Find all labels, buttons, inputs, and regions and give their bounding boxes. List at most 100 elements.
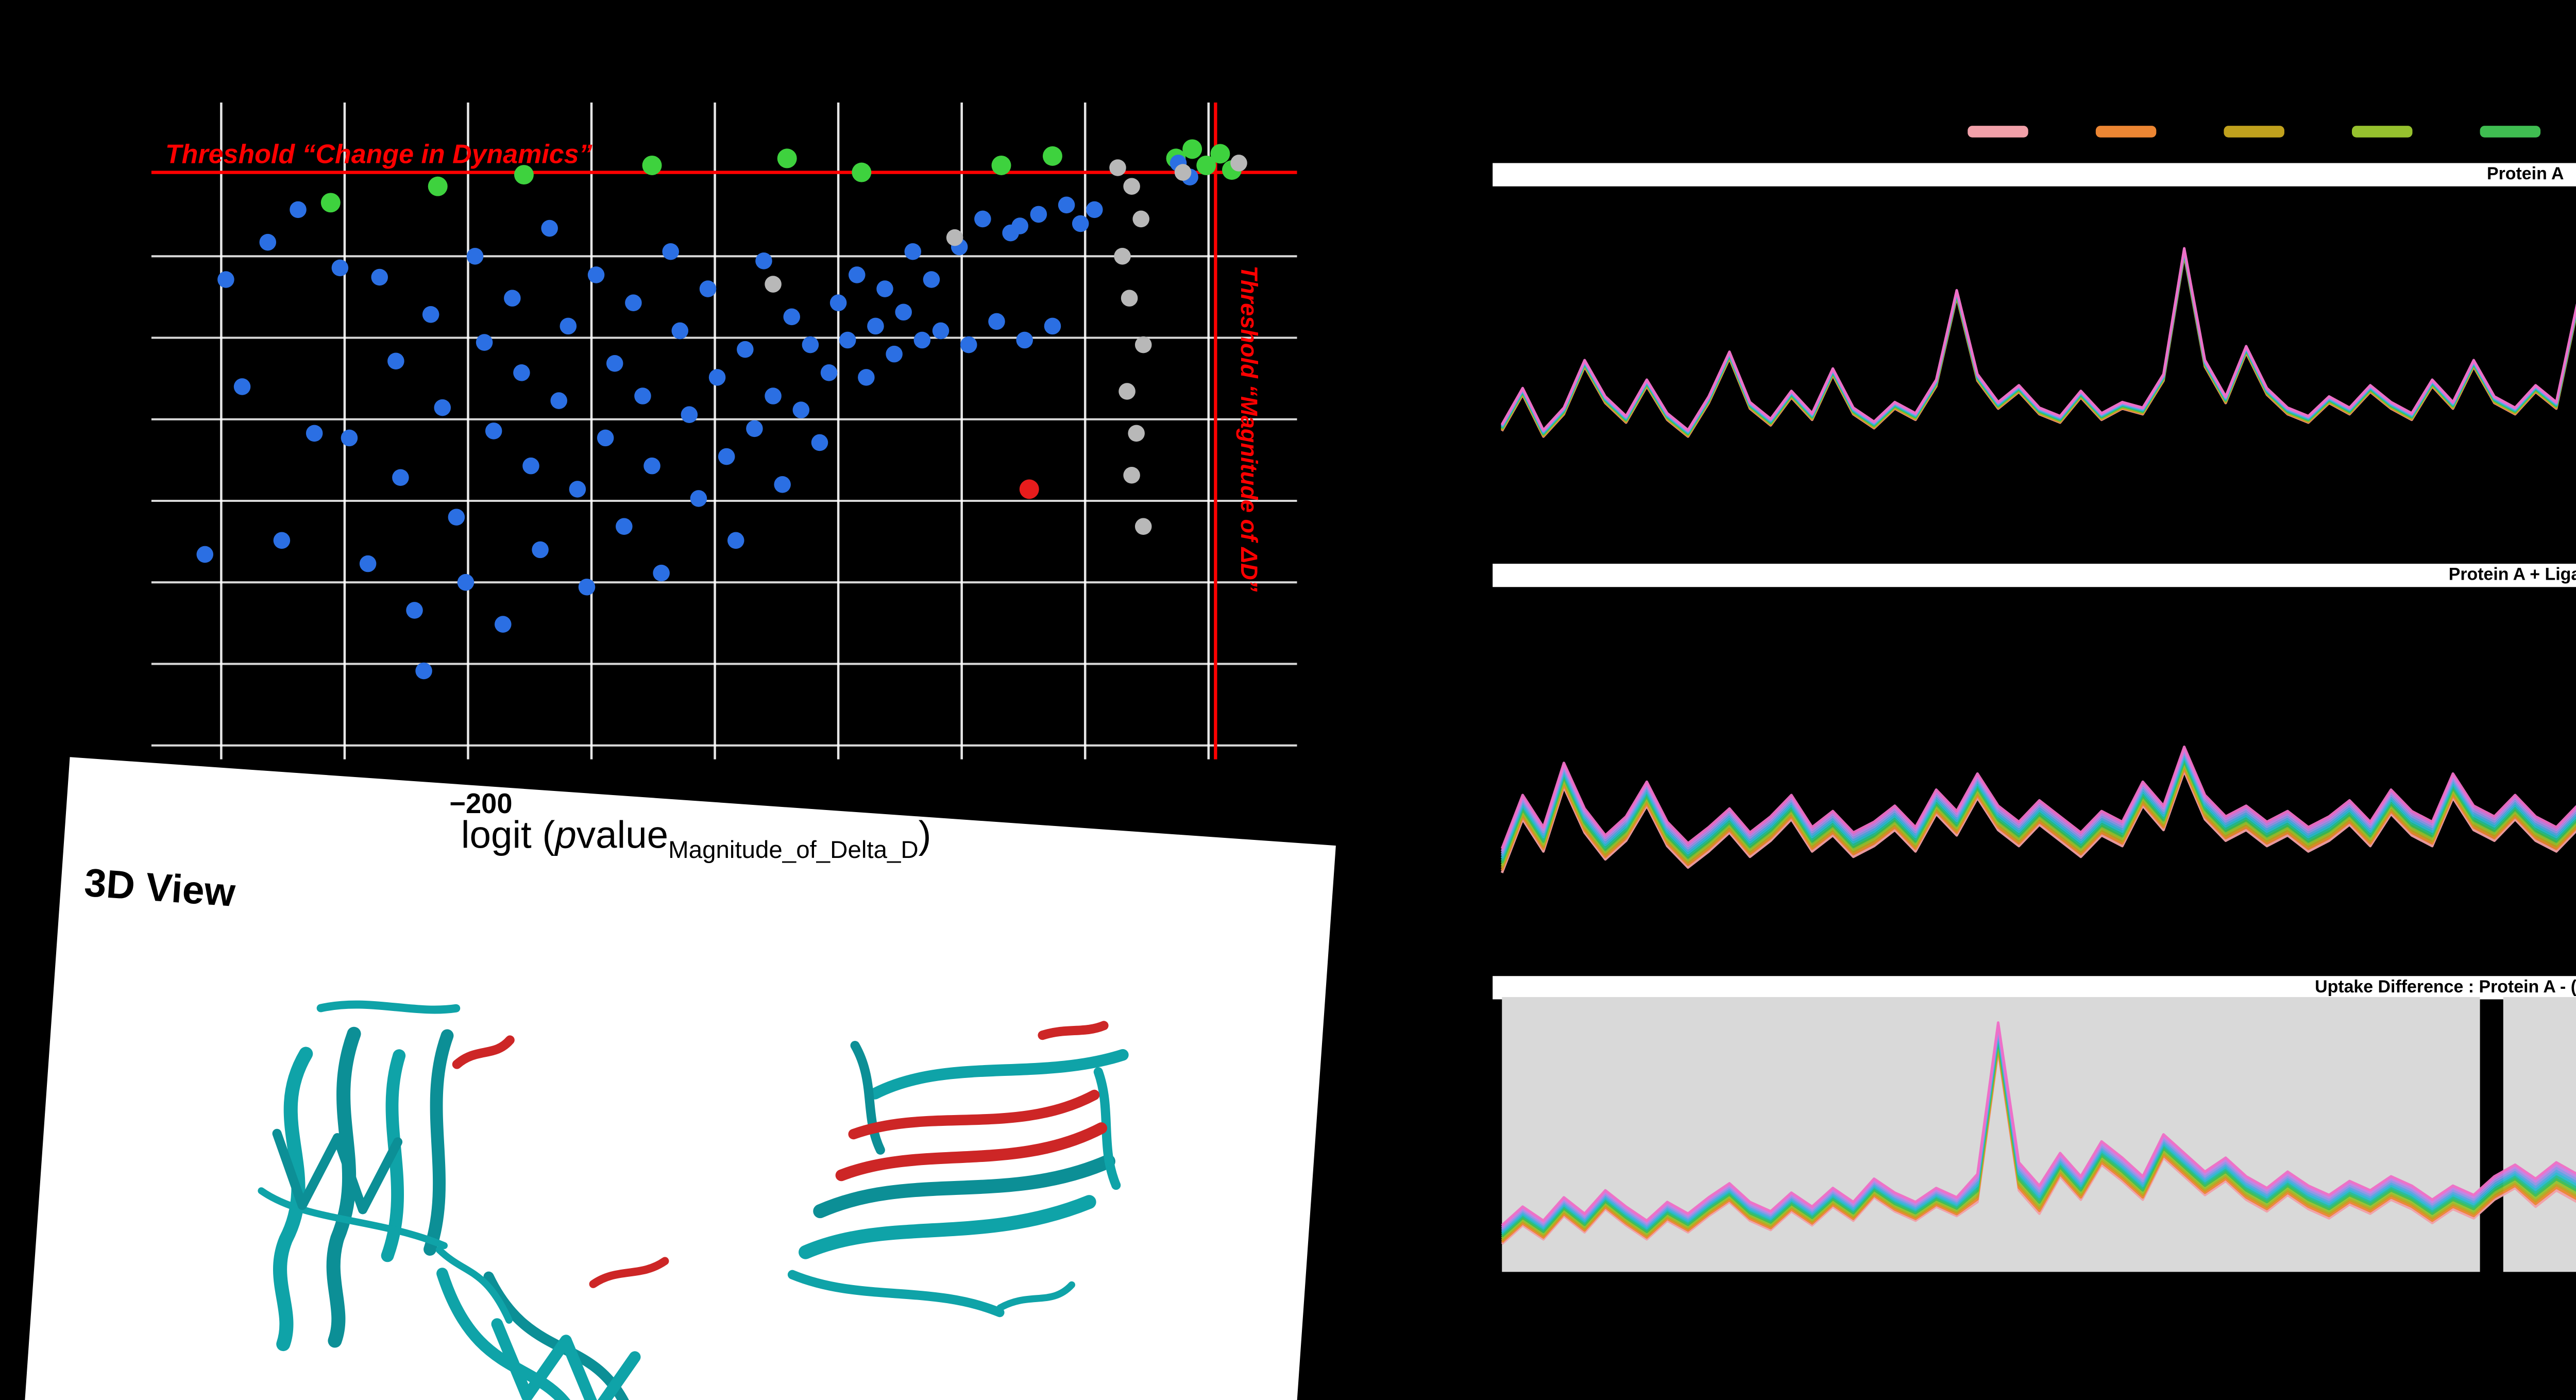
scatter-point-not-significant[interactable] <box>681 406 698 423</box>
scatter-point-below-magnitude-threshold[interactable] <box>1123 466 1140 484</box>
scatter-point-not-significant[interactable] <box>341 429 358 447</box>
scatter-point-not-significant[interactable] <box>783 308 801 326</box>
scatter-point-not-significant[interactable] <box>829 294 847 311</box>
trace-line-8[interactable] <box>1500 679 2576 854</box>
scatter-point-below-magnitude-threshold[interactable] <box>1132 210 1149 228</box>
scatter-point-not-significant[interactable] <box>662 243 679 260</box>
scatter-point-not-significant[interactable] <box>495 616 512 633</box>
scatter-point-not-significant[interactable] <box>422 306 439 323</box>
trace-line-2[interactable] <box>1501 1043 2576 1252</box>
scatter-point-not-significant[interactable] <box>457 574 474 591</box>
scatter-point-not-significant[interactable] <box>485 423 502 440</box>
scatter-point-not-significant[interactable] <box>466 248 484 265</box>
trace-line-7[interactable] <box>1500 684 2576 856</box>
scatter-point-not-significant[interactable] <box>718 448 735 465</box>
scatter-point-not-significant[interactable] <box>597 429 614 447</box>
scatter-point-not-significant[interactable] <box>867 317 884 335</box>
scatter-point-not-significant[interactable] <box>737 341 754 358</box>
trace-line-4[interactable] <box>1500 700 2576 864</box>
scatter-point-not-significant[interactable] <box>792 401 810 418</box>
scatter-point-not-significant[interactable] <box>746 420 763 437</box>
trace-line-8[interactable] <box>1501 1026 2576 1245</box>
scatter-point-not-significant[interactable] <box>849 266 866 283</box>
scatter-point-not-significant[interactable] <box>765 387 782 404</box>
legend-dash-4[interactable] <box>2480 126 2541 137</box>
scatter-point-below-magnitude-threshold[interactable] <box>1109 159 1126 176</box>
scatter-point-not-significant[interactable] <box>690 490 707 507</box>
scatter-point-significant-change-in-dynamics[interactable] <box>991 155 1011 175</box>
scatter-point-not-significant[interactable] <box>974 210 991 228</box>
scatter-point-not-significant[interactable] <box>923 271 940 288</box>
legend-dash-2[interactable] <box>2224 126 2284 137</box>
trace-line-10[interactable] <box>1501 247 2576 432</box>
scatter-point-not-significant[interactable] <box>522 457 539 475</box>
panel-3d-view[interactable]: 3D View <box>18 757 1336 1400</box>
scatter-point-not-significant[interactable] <box>233 378 251 395</box>
scatter-point-not-significant[interactable] <box>560 317 577 335</box>
scatter-point-not-significant[interactable] <box>306 425 323 442</box>
scatter-point-not-significant[interactable] <box>904 243 922 260</box>
scatter-point-not-significant[interactable] <box>802 336 819 353</box>
scatter-point-not-significant[interactable] <box>671 322 689 340</box>
trace-line-5[interactable] <box>1501 1035 2576 1249</box>
scatter-point-not-significant[interactable] <box>913 331 931 349</box>
scatter-point-not-significant[interactable] <box>1044 317 1061 335</box>
scatter-point-not-significant[interactable] <box>774 476 791 493</box>
volcano-scatter-points[interactable] <box>196 139 1247 680</box>
scatter-point-significant-single[interactable] <box>1019 479 1039 499</box>
scatter-point-not-significant[interactable] <box>616 518 633 535</box>
scatter-point-not-significant[interactable] <box>755 252 772 269</box>
scatter-point-not-significant[interactable] <box>1058 196 1075 214</box>
scatter-point-not-significant[interactable] <box>1030 206 1047 223</box>
scatter-point-significant-change-in-dynamics[interactable] <box>1042 146 1062 166</box>
scatter-point-below-magnitude-threshold[interactable] <box>1230 155 1247 172</box>
scatter-point-not-significant[interactable] <box>569 481 586 498</box>
scatter-point-below-magnitude-threshold[interactable] <box>1123 178 1140 195</box>
uptake-chart-protein-a-ligand[interactable] <box>1493 592 2576 964</box>
scatter-point-not-significant[interactable] <box>1011 217 1028 234</box>
scatter-point-not-significant[interactable] <box>331 259 349 277</box>
scatter-point-significant-change-in-dynamics[interactable] <box>428 176 448 196</box>
scatter-point-not-significant[interactable] <box>578 578 596 596</box>
scatter-point-not-significant[interactable] <box>625 294 642 311</box>
scatter-point-not-significant[interactable] <box>290 201 307 218</box>
trace-line-3[interactable] <box>1501 1041 2576 1251</box>
scatter-point-below-magnitude-threshold[interactable] <box>1128 425 1145 442</box>
trace-line-6[interactable] <box>1501 1032 2576 1247</box>
scatter-point-not-significant[interactable] <box>1086 201 1103 218</box>
trace-line-2[interactable] <box>1501 252 2576 450</box>
scatter-point-not-significant[interactable] <box>727 532 744 549</box>
scatter-point-not-significant[interactable] <box>1016 331 1033 349</box>
legend-dash-0[interactable] <box>1968 126 2028 137</box>
scatter-point-not-significant[interactable] <box>932 322 950 340</box>
scatter-point-not-significant[interactable] <box>886 345 903 363</box>
trace-line-0[interactable] <box>1501 254 2576 470</box>
scatter-point-below-magnitude-threshold[interactable] <box>765 276 782 293</box>
scatter-point-significant-change-in-dynamics[interactable] <box>1210 144 1230 164</box>
scatter-point-significant-change-in-dynamics[interactable] <box>777 148 797 168</box>
trace-line-0[interactable] <box>1501 1049 2576 1253</box>
scatter-point-not-significant[interactable] <box>876 280 893 297</box>
scatter-point-not-significant[interactable] <box>371 268 388 286</box>
scatter-point-below-magnitude-threshold[interactable] <box>1121 290 1138 307</box>
scatter-point-below-magnitude-threshold[interactable] <box>946 229 963 246</box>
scatter-point-below-magnitude-threshold[interactable] <box>1134 518 1152 535</box>
scatter-point-not-significant[interactable] <box>196 546 214 563</box>
trace-line-1[interactable] <box>1501 253 2576 460</box>
scatter-point-not-significant[interactable] <box>858 369 875 386</box>
uptake-chart-protein-a[interactable] <box>1493 191 2576 541</box>
scatter-point-not-significant[interactable] <box>359 555 377 572</box>
scatter-point-not-significant[interactable] <box>434 399 451 416</box>
scatter-point-not-significant[interactable] <box>988 313 1005 330</box>
scatter-point-significant-change-in-dynamics[interactable] <box>1196 155 1216 175</box>
scatter-point-below-magnitude-threshold[interactable] <box>1174 164 1192 181</box>
scatter-point-not-significant[interactable] <box>550 392 568 409</box>
scatter-point-not-significant[interactable] <box>476 334 493 351</box>
scatter-point-below-magnitude-threshold[interactable] <box>1118 383 1136 400</box>
uptake-difference-chart[interactable] <box>1493 997 2576 1276</box>
trace-line-1[interactable] <box>1500 716 2576 871</box>
scatter-point-significant-change-in-dynamics[interactable] <box>514 165 534 185</box>
scatter-point-not-significant[interactable] <box>541 220 558 237</box>
trace-line-2[interactable] <box>1500 711 2576 869</box>
scatter-point-not-significant[interactable] <box>392 469 409 486</box>
